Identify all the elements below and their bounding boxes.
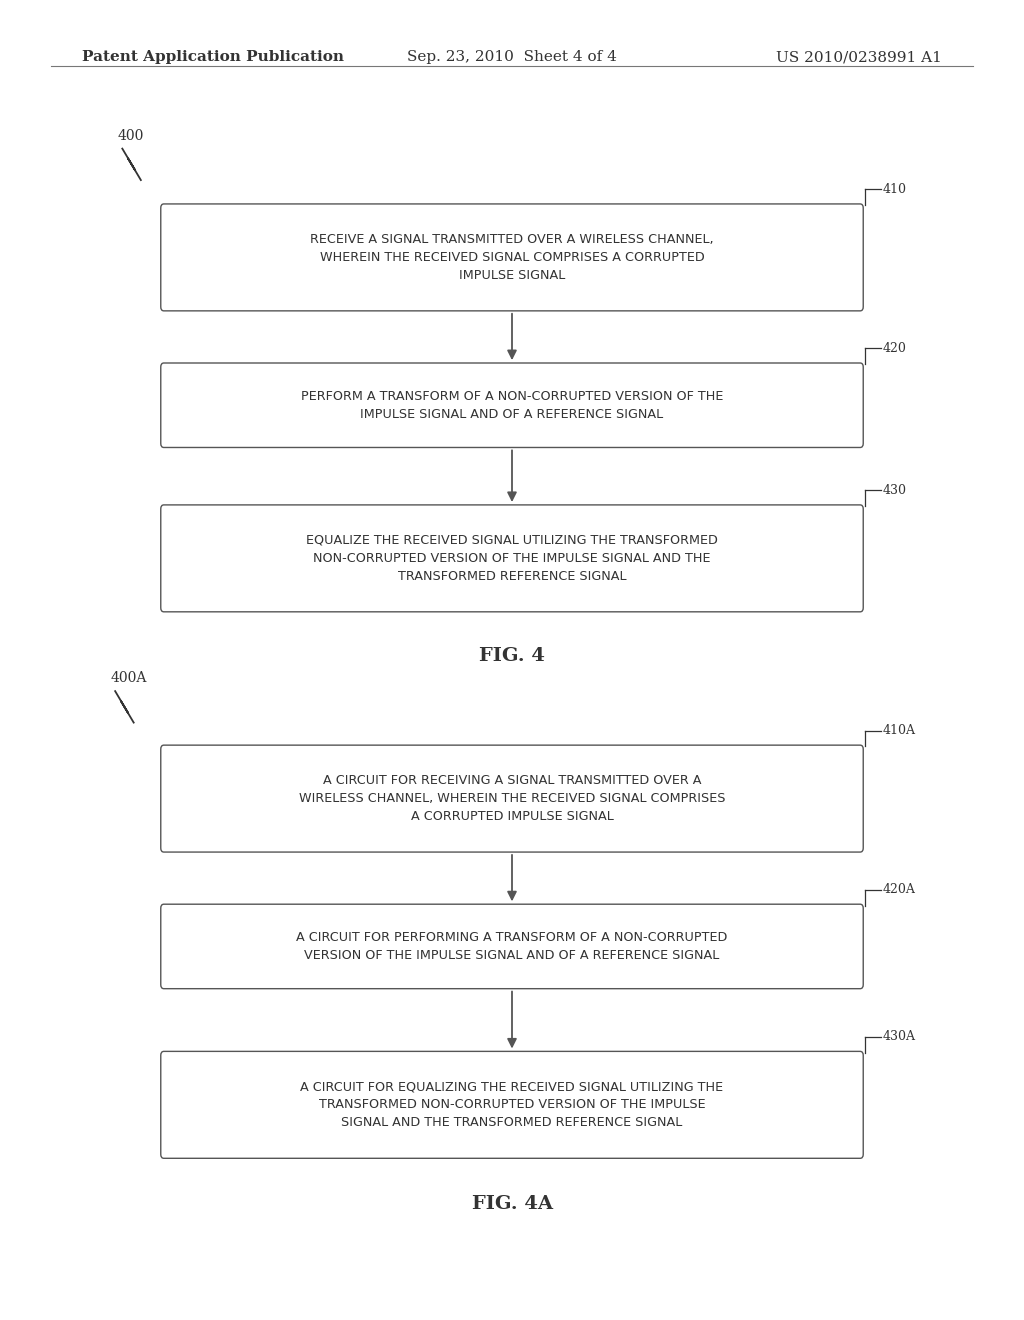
Text: FIG. 4A: FIG. 4A — [471, 1195, 553, 1213]
Text: 420A: 420A — [883, 883, 915, 896]
FancyBboxPatch shape — [161, 904, 863, 989]
Text: PERFORM A TRANSFORM OF A NON-CORRUPTED VERSION OF THE
IMPULSE SIGNAL AND OF A RE: PERFORM A TRANSFORM OF A NON-CORRUPTED V… — [301, 389, 723, 421]
Text: A CIRCUIT FOR RECEIVING A SIGNAL TRANSMITTED OVER A
WIRELESS CHANNEL, WHEREIN TH: A CIRCUIT FOR RECEIVING A SIGNAL TRANSMI… — [299, 774, 725, 824]
Text: US 2010/0238991 A1: US 2010/0238991 A1 — [776, 50, 942, 65]
Text: FIG. 4: FIG. 4 — [479, 647, 545, 665]
FancyBboxPatch shape — [161, 205, 863, 310]
FancyBboxPatch shape — [161, 744, 863, 853]
Text: 400A: 400A — [111, 671, 147, 685]
Text: A CIRCUIT FOR PERFORMING A TRANSFORM OF A NON-CORRUPTED
VERSION OF THE IMPULSE S: A CIRCUIT FOR PERFORMING A TRANSFORM OF … — [296, 931, 728, 962]
Text: 410: 410 — [883, 183, 906, 195]
Text: 430A: 430A — [883, 1031, 915, 1043]
Text: Sep. 23, 2010  Sheet 4 of 4: Sep. 23, 2010 Sheet 4 of 4 — [408, 50, 616, 65]
Text: EQUALIZE THE RECEIVED SIGNAL UTILIZING THE TRANSFORMED
NON-CORRUPTED VERSION OF : EQUALIZE THE RECEIVED SIGNAL UTILIZING T… — [306, 533, 718, 583]
Text: Patent Application Publication: Patent Application Publication — [82, 50, 344, 65]
Text: 430: 430 — [883, 484, 906, 496]
Text: 400: 400 — [118, 128, 144, 143]
Text: 420: 420 — [883, 342, 906, 355]
FancyBboxPatch shape — [161, 506, 863, 612]
Text: 410A: 410A — [883, 725, 915, 737]
Text: A CIRCUIT FOR EQUALIZING THE RECEIVED SIGNAL UTILIZING THE
TRANSFORMED NON-CORRU: A CIRCUIT FOR EQUALIZING THE RECEIVED SI… — [300, 1080, 724, 1130]
FancyBboxPatch shape — [161, 1051, 863, 1159]
FancyBboxPatch shape — [161, 363, 863, 447]
Text: RECEIVE A SIGNAL TRANSMITTED OVER A WIRELESS CHANNEL,
WHEREIN THE RECEIVED SIGNA: RECEIVE A SIGNAL TRANSMITTED OVER A WIRE… — [310, 232, 714, 282]
